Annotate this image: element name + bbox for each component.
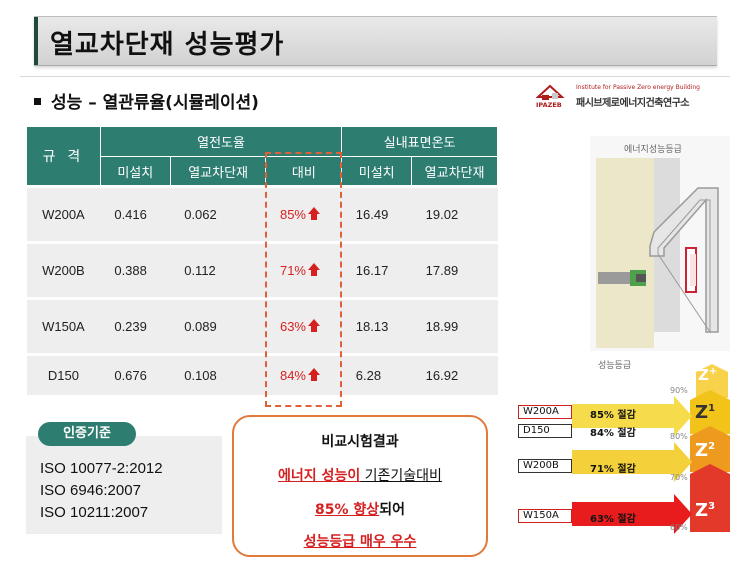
cell-value: 16.92 [411, 353, 498, 395]
section-subtitle: 성능 – 열관류율(시뮬레이션) [34, 88, 259, 113]
grade-text: 71% 절감 [590, 464, 636, 475]
sub-header: 미설치 [341, 156, 413, 187]
ratio-text: 71% [279, 263, 306, 278]
bullet-icon [34, 97, 41, 105]
divider [20, 76, 730, 77]
wall-section-diagram [590, 136, 730, 351]
cell-value: 16.17 [341, 241, 412, 299]
result-line-3: 85% 향상되어 [234, 499, 486, 519]
result-summary-box: 비교시험결과 에너지 성능이 기존기술대비 85% 향상되어 성능등급 매우 우… [232, 415, 488, 557]
sub-header: 대비 [265, 156, 343, 187]
certification-badge: 인증기준 [38, 422, 136, 446]
cell-ratio: 84% [265, 353, 342, 395]
result-text: 되어 [379, 502, 405, 518]
result-text: 기존기술대비 [360, 468, 442, 484]
grade-z1: Z1 [695, 402, 716, 423]
grade-label-w200b: W200B [518, 459, 572, 473]
spec-header: 규 격 [26, 126, 101, 187]
cell-value: 0.676 [100, 353, 171, 395]
cell-value: 0.112 [170, 241, 266, 299]
grade-z2: Z2 [695, 440, 716, 461]
grade-z3: Z3 [695, 500, 716, 521]
up-arrow-icon [308, 319, 320, 332]
cell-value: 17.89 [411, 241, 498, 299]
sub-header: 열교차단재 [169, 156, 267, 187]
result-line-1: 비교시험결과 [321, 434, 399, 450]
result-line-4: 성능등급 매우 우수 [303, 534, 417, 550]
page-title: 열교차단재 성능평가 [50, 30, 285, 60]
sub-header: 미설치 [99, 156, 171, 187]
cell-spec: D150 [26, 353, 101, 395]
grade-tick: 80% [670, 432, 688, 441]
subtitle-text: 성능 – 열관류율(시뮬레이션) [51, 93, 259, 113]
cell-value: 19.02 [411, 185, 498, 243]
cert-item: ISO 6946:2007 [40, 482, 141, 499]
group-header-surface-temp: 실내표면온도 [341, 126, 498, 157]
cell-value: 18.99 [411, 297, 498, 355]
cell-ratio: 85% [265, 185, 342, 243]
result-line-2: 에너지 성능이 기존기술대비 [234, 465, 486, 485]
cell-ratio: 71% [265, 241, 342, 299]
cell-spec: W150A [26, 297, 101, 355]
table-row: W200A 0.416 0.062 85% 16.49 19.02 [26, 185, 498, 243]
cell-spec: W200B [26, 241, 101, 299]
table-row: D150 0.676 0.108 84% 6.28 16.92 [26, 353, 498, 395]
cell-ratio: 63% [265, 297, 342, 355]
logo-korean: 패시브제로에너지건축연구소 [576, 98, 690, 109]
grade-label-d150: D150 [518, 424, 572, 438]
group-header-conductivity: 열전도율 [99, 126, 343, 157]
grade-text: 84% 절감 [590, 428, 636, 439]
performance-table: 규 격 열전도율 실내표면온도 미설치 열교차단재 대비 미설치 열교차단재 W… [26, 126, 498, 395]
cell-value: 0.239 [100, 297, 171, 355]
title-accent [34, 17, 38, 65]
cell-spec: W200A [26, 185, 101, 243]
grade-label-w150a: W150A [518, 509, 572, 523]
grade-title: 성능등급 [598, 361, 632, 371]
grade-label-w200a: W200A [518, 405, 572, 419]
grade-z-plus: Z+ [698, 366, 718, 384]
cell-value: 0.062 [170, 185, 266, 243]
up-arrow-icon [308, 367, 320, 381]
ratio-highlight-box [265, 152, 342, 407]
cert-item: ISO 10211:2007 [40, 504, 149, 521]
logo-abbr: IPAZEB [536, 101, 562, 109]
title-banner [34, 16, 717, 66]
cell-value: 18.13 [341, 297, 412, 355]
up-arrow-icon [308, 263, 320, 276]
house-logo-icon [536, 84, 565, 100]
table-row: W150A 0.239 0.089 63% 18.13 18.99 [26, 297, 498, 355]
grade-text: 85% 절감 [590, 410, 636, 421]
sub-header: 열교차단재 [411, 156, 498, 187]
cell-value: 0.108 [170, 353, 266, 395]
cert-item: ISO 10077-2:2012 [40, 460, 163, 477]
ratio-text: 85% [279, 207, 306, 222]
ratio-text: 84% [279, 367, 306, 383]
grade-tick: 60% [670, 523, 688, 532]
up-arrow-icon [308, 207, 320, 220]
cell-value: 16.49 [341, 185, 412, 243]
table-row: W200B 0.388 0.112 71% 16.17 17.89 [26, 241, 498, 299]
result-highlight: 에너지 성능이 [278, 468, 361, 484]
grade-text: 63% 절감 [590, 514, 636, 525]
cell-value: 0.089 [170, 297, 266, 355]
grade-tick: 90% [670, 386, 688, 395]
institute-logo: IPAZEB Institute for Passive Zero energy… [536, 83, 706, 109]
cell-value: 6.28 [341, 353, 412, 395]
diagram-title: 에너지성능등급 [624, 145, 682, 155]
cell-value: 0.416 [100, 185, 171, 243]
certification-list: ISO 10077-2:2012 ISO 6946:2007 ISO 10211… [40, 458, 163, 524]
logo-english: Institute for Passive Zero energy Buildi… [576, 84, 700, 91]
grade-chart [572, 364, 730, 534]
ratio-text: 63% [279, 319, 306, 334]
result-highlight: 85% 향상 [315, 502, 380, 518]
cell-value: 0.388 [100, 241, 171, 299]
grade-tick: 70% [670, 473, 688, 482]
certification-panel [26, 436, 222, 534]
